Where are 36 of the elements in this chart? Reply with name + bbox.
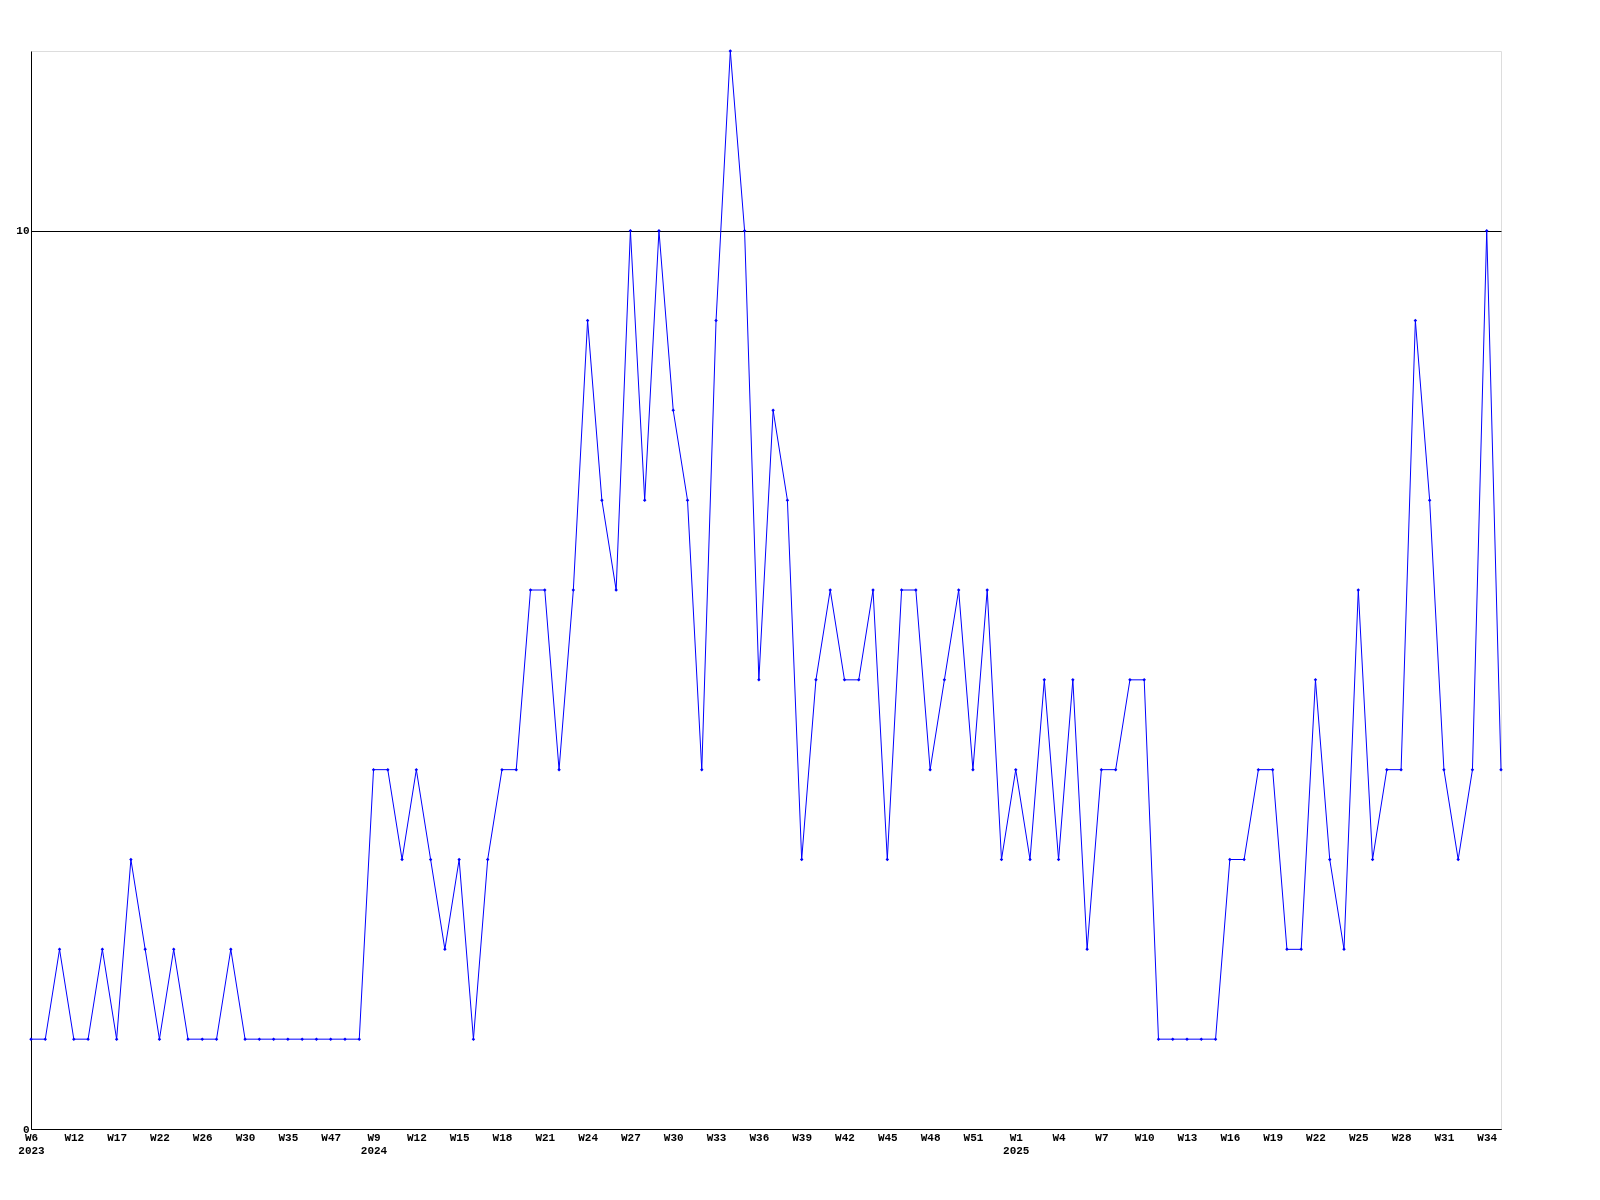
x-tick-label: W12 [64,1131,85,1144]
x-tick-label: W42 [835,1131,855,1144]
x-tick-label: W21 [535,1131,556,1144]
x-tick-label: W7 [1095,1131,1109,1144]
x-tick-label: W47 [321,1131,342,1144]
x-tick-label: W12 [406,1131,427,1144]
x-tick-label: W39 [792,1131,813,1144]
x-tick-label: W27 [621,1131,641,1144]
x-tick-label: W19 [1263,1131,1284,1144]
x-tick-label: W26 [192,1131,213,1144]
x-tick-label: W48 [920,1131,941,1144]
y-tick-label: 10 [16,225,30,238]
x-tick-label: W28 [1391,1131,1412,1144]
x-tick-label: W34 [1477,1131,1498,1144]
x-tick-label: W31 [1434,1131,1455,1144]
x-tick-label: W30 [235,1131,256,1144]
x-tick-label: W22 [1306,1131,1326,1144]
x-tick-label: W16 [1220,1131,1241,1144]
x-tick-label: W33 [706,1131,727,1144]
x-tick-label: W35 [278,1131,299,1144]
x-tick-label: W36 [749,1131,770,1144]
x-tick-label: W25 [1348,1131,1370,1144]
x-tick-label: W22 [150,1131,170,1144]
x-tick-label: W1 2025 [1003,1131,1030,1157]
x-tick-label: W24 [578,1131,599,1144]
x-tick-label: W13 [1177,1131,1198,1144]
x-tick-label: W15 [449,1131,470,1144]
x-tick-label: W9 2024 [360,1131,388,1157]
x-tick-label: W51 [963,1131,984,1144]
x-tick-label: W18 [492,1131,513,1144]
x-tick-label: W10 [1134,1131,1155,1144]
x-tick-label: W6 2023 [18,1131,46,1157]
x-tick-label: W30 [663,1131,684,1144]
x-tick-label: W45 [877,1131,899,1144]
x-tick-label: W4 [1052,1131,1067,1144]
x-tick-label: W17 [107,1131,128,1144]
